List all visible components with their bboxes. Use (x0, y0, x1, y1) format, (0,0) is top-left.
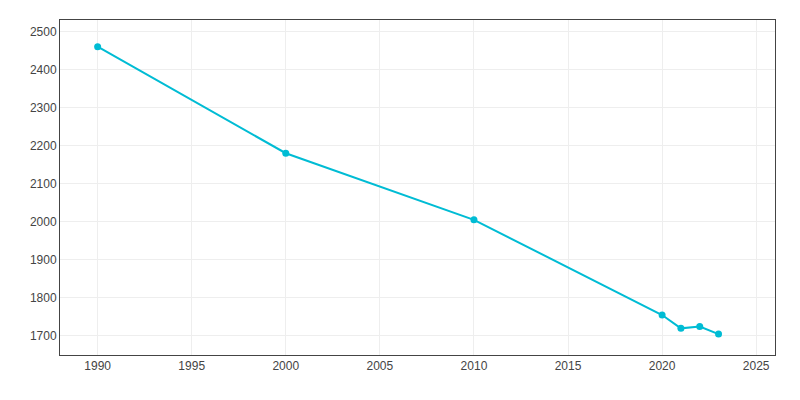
svg-text:2500: 2500 (30, 25, 57, 39)
svg-text:2400: 2400 (30, 63, 57, 77)
svg-text:2000: 2000 (30, 215, 57, 229)
svg-text:2100: 2100 (30, 177, 57, 191)
svg-text:1900: 1900 (30, 253, 57, 267)
svg-text:2300: 2300 (30, 101, 57, 115)
svg-text:2010: 2010 (461, 359, 488, 373)
svg-text:2005: 2005 (367, 359, 394, 373)
svg-text:2020: 2020 (649, 359, 676, 373)
svg-text:1700: 1700 (30, 329, 57, 343)
svg-text:2015: 2015 (555, 359, 582, 373)
svg-text:1990: 1990 (84, 359, 111, 373)
svg-text:2200: 2200 (30, 139, 57, 153)
svg-text:1995: 1995 (178, 359, 205, 373)
svg-text:1800: 1800 (30, 291, 57, 305)
svg-text:2025: 2025 (743, 359, 770, 373)
svg-text:2000: 2000 (272, 359, 299, 373)
